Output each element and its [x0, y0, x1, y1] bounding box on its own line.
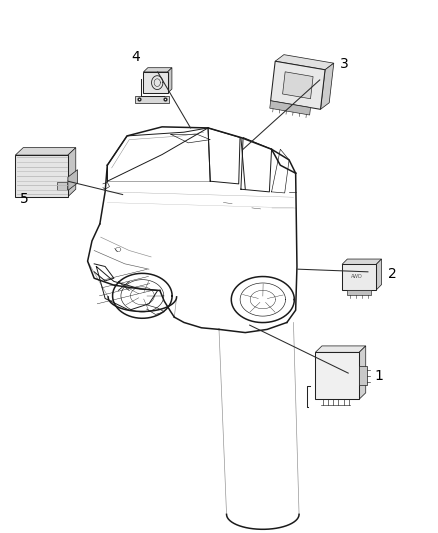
Polygon shape	[359, 346, 366, 399]
Polygon shape	[143, 72, 167, 93]
Text: 4: 4	[131, 50, 140, 64]
Text: 2: 2	[388, 268, 396, 281]
Polygon shape	[68, 148, 76, 197]
Text: 1: 1	[374, 369, 383, 383]
Polygon shape	[270, 101, 311, 115]
Text: 3: 3	[339, 57, 348, 71]
Polygon shape	[376, 259, 381, 290]
Polygon shape	[315, 352, 359, 399]
Polygon shape	[15, 148, 76, 155]
Polygon shape	[283, 72, 313, 99]
Polygon shape	[68, 169, 78, 190]
Polygon shape	[321, 63, 334, 109]
Polygon shape	[359, 367, 367, 385]
Polygon shape	[57, 182, 67, 190]
Polygon shape	[167, 68, 172, 93]
Polygon shape	[143, 68, 172, 72]
Text: 5: 5	[20, 192, 28, 206]
Polygon shape	[342, 259, 381, 264]
Polygon shape	[134, 96, 169, 103]
Polygon shape	[271, 61, 325, 109]
Polygon shape	[15, 155, 68, 197]
Polygon shape	[342, 264, 376, 290]
Text: AWD: AWD	[351, 273, 363, 279]
Polygon shape	[315, 346, 366, 352]
Polygon shape	[347, 290, 371, 295]
Polygon shape	[275, 55, 334, 70]
